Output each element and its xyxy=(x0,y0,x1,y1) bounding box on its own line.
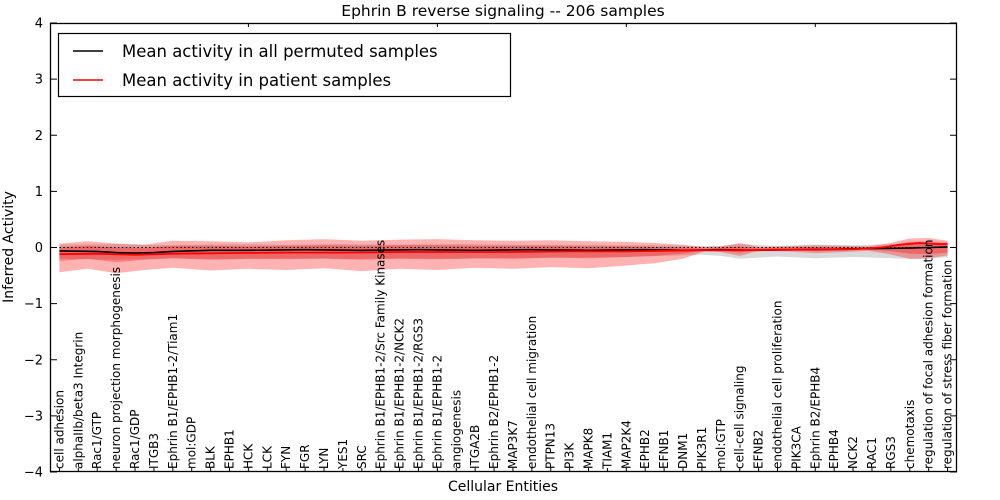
y-tick-label: 0 xyxy=(35,241,43,256)
y-tick-label: 4 xyxy=(35,17,43,32)
x-category-labels: cell adhesion alphaIIb/beta3 Integrin Rac1… xyxy=(52,240,954,470)
x-category-label: Ephrin B2/EPHB4 xyxy=(808,367,822,469)
y-tick-label: 3 xyxy=(35,73,43,88)
y-tick-label: −3 xyxy=(24,409,43,424)
x-category-label: Rac1/GTP xyxy=(90,412,104,469)
plot-frame xyxy=(49,22,958,473)
x-category-label: mol:GDP xyxy=(185,417,199,469)
x-category-label: Ephrin B1/EPHB1-2/Tiam1 xyxy=(166,314,180,469)
x-category-label: EPHB1 xyxy=(223,429,237,469)
x-category-label: endothelial cell proliferation xyxy=(771,301,785,469)
x-category-label: PIK3R1 xyxy=(695,427,709,469)
x-category-label: cell adhesion xyxy=(52,390,66,469)
x-category-label: alphaIIb/beta3 Integrin xyxy=(71,332,85,469)
x-category-label: ITGA2B xyxy=(468,425,482,469)
x-category-label: EPHB2 xyxy=(638,429,652,469)
legend: Mean activity in all permuted samples Me… xyxy=(57,32,512,98)
x-axis-label: Cellular Entities xyxy=(448,479,558,495)
x-category-label: DNM1 xyxy=(676,433,690,469)
x-category-label: regulation of focal adhesion formation xyxy=(922,240,936,469)
x-category-label: ITGB3 xyxy=(147,433,161,469)
band xyxy=(59,242,948,260)
x-category-label: MAPK8 xyxy=(582,428,596,469)
x-category-label: EPHB4 xyxy=(827,429,841,469)
x-category-label: YES1 xyxy=(336,439,350,470)
x-category-label: LYN xyxy=(317,448,331,469)
y-axis-label: Inferred Activity xyxy=(1,191,17,303)
series-line xyxy=(59,242,948,256)
series-lines xyxy=(59,242,948,256)
x-category-label: MAP2K4 xyxy=(619,420,633,469)
band xyxy=(59,238,948,274)
y-tick-label: −4 xyxy=(24,466,43,481)
x-category-label: mol:GTP xyxy=(714,419,728,469)
x-category-label: PIK3CA xyxy=(789,425,803,469)
x-category-label: Rac1/GDP xyxy=(128,410,142,469)
x-category-label: RGS3 xyxy=(884,436,898,469)
x-category-label: neuron projection morphogenesis xyxy=(109,267,123,469)
x-category-label: LCK xyxy=(260,445,274,469)
x-category-label: SRC xyxy=(355,445,369,469)
x-category-label: HCK xyxy=(241,443,255,469)
x-category-label: FGR xyxy=(298,444,312,469)
x-category-label: regulation of stress fiber formation xyxy=(941,260,955,469)
x-category-label: NCK2 xyxy=(846,436,860,469)
x-category-label: endothelial cell migration xyxy=(525,316,539,469)
y-tick-label: 2 xyxy=(35,129,43,144)
x-category-label: cell-cell signaling xyxy=(733,366,747,470)
y-tick-label: −1 xyxy=(24,297,43,312)
x-category-label: BLK xyxy=(204,445,218,469)
x-category-label: EFNB2 xyxy=(752,430,766,469)
x-category-label: MAP3K7 xyxy=(506,420,520,469)
x-category-label: Ephrin B2/EPHB1-2 xyxy=(487,355,501,469)
legend-box xyxy=(57,32,512,98)
x-category-label: Ephrin B1/EPHB1-2 xyxy=(430,355,444,469)
x-category-label: TIAM1 xyxy=(600,432,614,470)
x-category-label: RAC1 xyxy=(865,437,879,469)
x-category-label: FYN xyxy=(279,446,293,469)
x-category-label: angiogenesis xyxy=(449,390,463,469)
x-category-label: Ephrin B1/EPHB1-2/RGS3 xyxy=(412,318,426,469)
y-tick-labels: −4 −3 −2 −1 0 1 2 3 4 xyxy=(24,17,43,481)
legend-label-patient: Mean activity in patient samples xyxy=(122,71,391,90)
confidence-bands xyxy=(59,238,948,274)
x-category-label: chemotaxis xyxy=(903,400,917,469)
y-tick-label: 1 xyxy=(35,185,43,200)
legend-label-permuted: Mean activity in all permuted samples xyxy=(122,42,438,61)
y-tick-label: −2 xyxy=(24,353,43,368)
x-category-label: EFNB1 xyxy=(657,430,671,469)
x-category-label: Ephrin B1/EPHB1-2/Src Family Kinases xyxy=(374,240,388,469)
x-category-label: Ephrin B1/EPHB1-2/NCK2 xyxy=(393,318,407,469)
x-category-label: PI3K xyxy=(563,442,577,469)
chart-title: Ephrin B reverse signaling -- 206 sample… xyxy=(341,2,664,20)
x-category-label: PTPN13 xyxy=(544,423,558,469)
